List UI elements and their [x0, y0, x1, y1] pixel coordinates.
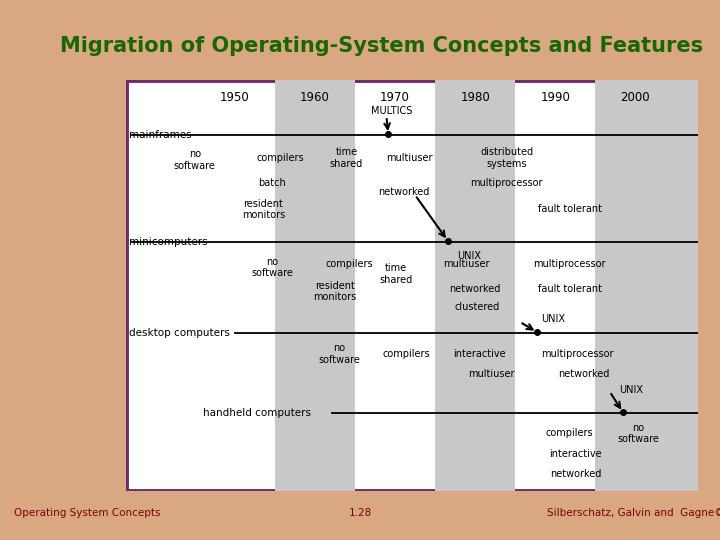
Text: 1990: 1990: [541, 91, 570, 104]
Text: resident
monitors: resident monitors: [313, 281, 356, 302]
Text: UNIX: UNIX: [619, 386, 644, 395]
Text: 1950: 1950: [220, 91, 250, 104]
Text: networked: networked: [550, 469, 602, 480]
Text: no
software: no software: [617, 423, 660, 444]
Text: Migration of Operating-System Concepts and Features: Migration of Operating-System Concepts a…: [60, 36, 703, 56]
Text: compilers: compilers: [382, 349, 431, 359]
Text: 1.28: 1.28: [348, 508, 372, 518]
Text: 2000: 2000: [621, 91, 650, 104]
Text: 1980: 1980: [460, 91, 490, 104]
Text: batch: batch: [258, 178, 286, 188]
Text: no
software: no software: [251, 256, 293, 278]
Text: multiprocessor: multiprocessor: [534, 259, 606, 269]
Bar: [435, 80, 516, 491]
Text: minicomputers: minicomputers: [129, 237, 207, 247]
Text: Silberschatz, Galvin and  Gagne©2002: Silberschatz, Galvin and Gagne©2002: [547, 508, 720, 518]
Bar: [275, 80, 355, 491]
Text: interactive: interactive: [453, 349, 505, 359]
Text: multiprocessor: multiprocessor: [470, 178, 543, 188]
Bar: [595, 80, 698, 491]
Text: 1970: 1970: [380, 91, 410, 104]
Text: no
software: no software: [174, 149, 215, 171]
Text: 1960: 1960: [300, 91, 330, 104]
Text: interactive: interactive: [549, 449, 602, 459]
Text: networked: networked: [449, 284, 500, 294]
Text: clustered: clustered: [455, 302, 500, 312]
Text: compilers: compilers: [257, 153, 305, 163]
Text: time
shared: time shared: [379, 264, 413, 285]
Text: distributed
systems: distributed systems: [480, 147, 534, 169]
Text: multiuser: multiuser: [468, 369, 515, 379]
Text: UNIX: UNIX: [457, 251, 481, 261]
Text: resident
monitors: resident monitors: [242, 199, 285, 220]
Text: fault tolerant: fault tolerant: [538, 205, 602, 214]
Text: multiprocessor: multiprocessor: [541, 349, 613, 359]
Text: multiuser: multiuser: [444, 259, 490, 269]
Text: Operating System Concepts: Operating System Concepts: [14, 508, 161, 518]
Text: fault tolerant: fault tolerant: [538, 284, 602, 294]
Text: multiuser: multiuser: [386, 153, 433, 163]
Text: no
software: no software: [318, 343, 360, 365]
Text: desktop computers: desktop computers: [129, 328, 230, 338]
Text: time
shared: time shared: [330, 147, 363, 169]
Text: networked: networked: [378, 187, 429, 197]
Text: handheld computers: handheld computers: [203, 408, 311, 418]
Text: UNIX: UNIX: [541, 314, 566, 324]
Text: MULTICS: MULTICS: [371, 106, 413, 116]
Text: networked: networked: [558, 369, 610, 379]
Text: compilers: compilers: [325, 259, 373, 269]
Text: compilers: compilers: [546, 428, 593, 438]
Text: mainframes: mainframes: [129, 130, 192, 140]
